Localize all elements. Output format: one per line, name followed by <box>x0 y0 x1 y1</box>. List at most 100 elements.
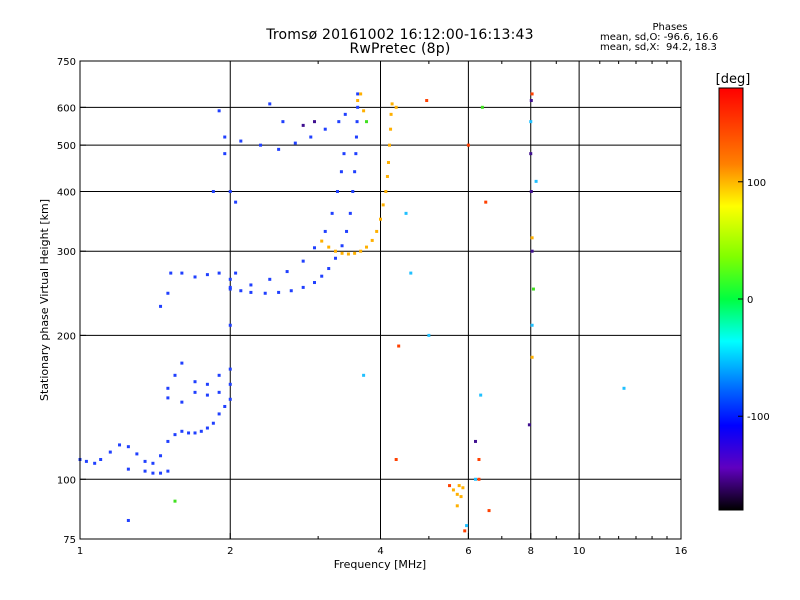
data-point <box>386 160 390 164</box>
data-point <box>312 246 316 250</box>
data-point <box>223 404 227 408</box>
data-point <box>239 289 243 293</box>
data-point <box>362 373 366 377</box>
x-axis-ticks: 1 2 4 6 8 10 16 <box>77 61 688 557</box>
data-point <box>354 135 358 139</box>
x-tick-label: 8 <box>528 546 534 557</box>
data-point <box>217 390 221 394</box>
data-point <box>530 355 534 359</box>
data-point <box>346 252 350 256</box>
data-point <box>143 459 147 463</box>
data-point <box>529 152 533 156</box>
data-point <box>465 524 469 528</box>
data-point <box>211 189 215 193</box>
data-point <box>327 245 331 249</box>
data-point <box>477 477 481 481</box>
data-point <box>173 373 177 377</box>
data-point <box>530 92 534 96</box>
data-point <box>327 267 331 271</box>
data-point <box>335 189 339 193</box>
data-point <box>187 431 191 435</box>
data-point <box>205 382 209 386</box>
data-point <box>534 179 538 183</box>
data-points <box>78 92 626 533</box>
data-point <box>375 229 379 233</box>
data-point <box>228 367 232 371</box>
data-point <box>199 429 203 433</box>
data-point <box>259 143 263 147</box>
data-point <box>205 393 209 397</box>
data-point <box>343 112 347 116</box>
data-point <box>484 200 488 204</box>
x-tick-label: 16 <box>675 546 688 557</box>
data-point <box>135 452 139 456</box>
data-point <box>234 271 238 275</box>
data-point <box>151 461 155 465</box>
y-tick-label: 75 <box>63 535 76 546</box>
data-point <box>362 109 366 113</box>
data-point <box>455 504 459 508</box>
data-point <box>166 439 170 443</box>
data-point <box>448 484 452 488</box>
data-point <box>126 518 130 522</box>
data-point <box>166 291 170 295</box>
data-point <box>211 421 215 425</box>
data-point <box>323 229 327 233</box>
data-point <box>353 170 357 174</box>
y-tick-label: 600 <box>57 103 76 114</box>
data-point <box>223 135 227 139</box>
data-point <box>345 229 349 233</box>
y-tick-label: 300 <box>57 247 76 258</box>
data-point <box>309 135 313 139</box>
y-tick-label: 100 <box>57 475 76 486</box>
data-point <box>459 495 463 499</box>
data-point <box>359 249 363 253</box>
data-point <box>385 174 389 178</box>
data-point <box>268 102 272 106</box>
data-point <box>342 152 346 156</box>
chart-title-line2: RwPretec (8p) <box>349 41 451 57</box>
data-point <box>217 412 221 416</box>
x-tick-label: 6 <box>465 546 471 557</box>
x-tick-label: 1 <box>77 546 83 557</box>
data-point <box>143 469 147 473</box>
data-point <box>217 109 221 113</box>
data-point <box>180 271 184 275</box>
data-point <box>527 423 531 427</box>
data-point <box>217 373 221 377</box>
data-point <box>293 141 297 145</box>
data-point <box>285 270 289 274</box>
data-point <box>425 99 429 103</box>
data-point <box>180 400 184 404</box>
data-point <box>289 289 293 293</box>
data-point <box>390 102 394 106</box>
data-point <box>529 189 533 193</box>
data-point <box>427 333 431 337</box>
data-point <box>354 152 358 156</box>
data-point <box>217 271 221 275</box>
data-point <box>333 256 337 260</box>
data-point <box>404 211 408 215</box>
data-point <box>159 454 163 458</box>
data-point <box>330 211 334 215</box>
data-point <box>389 127 393 131</box>
data-point <box>193 275 197 279</box>
data-point <box>239 139 243 143</box>
x-tick-label: 10 <box>573 546 586 557</box>
data-point <box>205 426 209 430</box>
data-point <box>394 105 398 109</box>
data-point <box>193 431 197 435</box>
grid-lines <box>80 61 681 539</box>
data-point <box>166 469 170 473</box>
x-tick-label: 2 <box>227 546 233 557</box>
data-point <box>301 285 305 289</box>
data-point <box>337 120 341 124</box>
colorbar-tick-label: 0 <box>747 295 753 306</box>
data-point <box>173 433 177 437</box>
chart-title-line1: Tromsø 20161002 16:12:00-16:13:43 <box>266 27 534 43</box>
colorbar-label: [deg] <box>716 72 751 87</box>
data-point <box>379 217 382 221</box>
data-point <box>355 120 359 124</box>
data-point <box>228 189 232 193</box>
